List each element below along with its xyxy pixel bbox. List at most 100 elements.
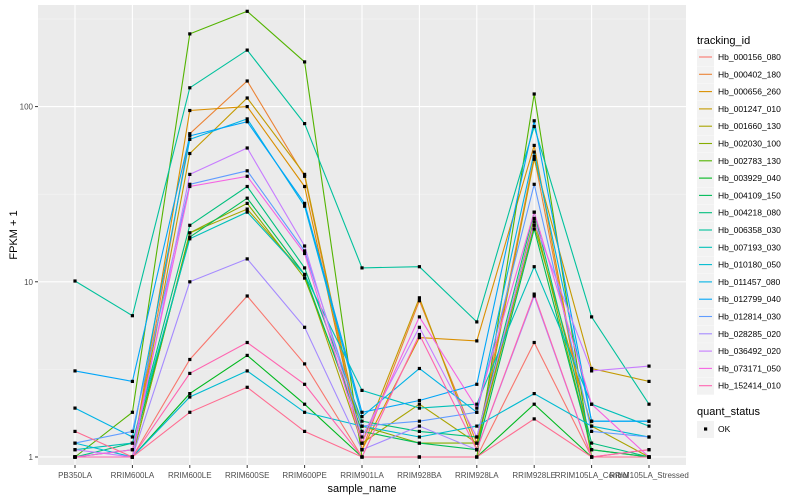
data-point (590, 455, 594, 459)
data-point (360, 419, 364, 423)
data-point (245, 9, 249, 13)
legend-label: Hb_001247_010 (718, 104, 781, 114)
data-point (303, 174, 307, 178)
data-point (245, 369, 249, 373)
data-point (303, 172, 307, 176)
data-point (532, 143, 536, 147)
data-point (590, 369, 594, 373)
data-point (532, 392, 536, 396)
data-point (417, 455, 421, 459)
data-point (590, 429, 594, 433)
legend-title: tracking_id (697, 35, 750, 47)
legend-label: Hb_000656_260 (718, 87, 781, 97)
data-point (245, 169, 249, 173)
data-point (532, 220, 536, 224)
data-point (303, 276, 307, 280)
data-point (360, 441, 364, 445)
legend-label: Hb_036492_020 (718, 346, 781, 356)
data-point (245, 207, 249, 211)
data-point (532, 210, 536, 214)
data-point (303, 429, 307, 433)
data-point (417, 419, 421, 423)
y-tick-label: 100 (20, 103, 34, 112)
x-tick-label: RRIM928LA (455, 471, 499, 480)
data-point (417, 325, 421, 329)
data-point (188, 223, 192, 227)
data-point (417, 402, 421, 406)
data-point (303, 410, 307, 414)
x-axis-title: sample_name (327, 483, 396, 495)
data-point (188, 132, 192, 136)
data-point (475, 406, 479, 410)
data-point (188, 172, 192, 176)
data-point (532, 157, 536, 161)
data-point (130, 429, 134, 433)
data-point (475, 441, 479, 445)
data-point (360, 448, 364, 452)
legend-label: Hb_152414_010 (718, 381, 781, 391)
x-tick-label: RRIM928LE (512, 471, 556, 480)
data-point (303, 249, 307, 253)
data-point (73, 448, 77, 452)
data-point (303, 362, 307, 366)
data-point (188, 395, 192, 399)
data-point (360, 435, 364, 439)
legend-label: Hb_004218_080 (718, 208, 781, 218)
data-point (590, 441, 594, 445)
legend-label: Hb_006358_030 (718, 225, 781, 235)
grid-layer (38, 5, 686, 465)
data-point (417, 296, 421, 300)
legend-items: Hb_000156_080 Hb_000402_180 Hb_000656_260 H… (697, 49, 781, 395)
data-point (417, 336, 421, 340)
data-point (188, 235, 192, 239)
legend-label: Hb_010180_050 (718, 260, 781, 270)
data-point (245, 353, 249, 357)
data-point (647, 379, 651, 383)
quant-status-legend-title: quant_status (697, 406, 760, 418)
legend-label: Hb_073171_050 (718, 363, 781, 373)
data-point (532, 119, 536, 123)
data-point (130, 435, 134, 439)
data-point (360, 424, 364, 428)
data-point (245, 96, 249, 100)
x-tick-label: RRIM600PE (282, 471, 326, 480)
data-point (245, 196, 249, 200)
data-point (475, 424, 479, 428)
data-point (647, 448, 651, 452)
data-point (590, 402, 594, 406)
data-point (360, 429, 364, 433)
data-point (532, 124, 536, 129)
x-tick-label: RRIM901LA (340, 471, 384, 480)
legend-label: Hb_002783_130 (718, 156, 781, 166)
data-point (303, 204, 307, 208)
data-point (475, 402, 479, 406)
y-tick-label: 1 (29, 453, 34, 462)
x-tick-label: RRIM105LA_Stressed (609, 471, 689, 480)
data-point (532, 92, 536, 96)
data-point (417, 315, 421, 319)
data-point (417, 398, 421, 403)
data-point (188, 151, 192, 156)
data-point (417, 429, 421, 433)
data-point (303, 184, 307, 189)
data-point (417, 406, 421, 410)
data-point (188, 134, 192, 138)
data-point (73, 279, 77, 283)
data-point (188, 357, 192, 362)
x-tick-label: PB350LA (58, 471, 92, 480)
legend-label: Hb_011457_080 (718, 277, 781, 287)
data-point (647, 364, 651, 368)
data-point (188, 184, 192, 189)
data-point (590, 424, 594, 428)
x-tick-label: RRIM600SE (225, 471, 269, 480)
data-point (303, 272, 307, 277)
data-point (417, 366, 421, 371)
data-point (130, 379, 134, 383)
data-point (532, 150, 536, 154)
legend-label: OK (718, 424, 731, 434)
data-point (245, 174, 249, 178)
data-point (188, 280, 192, 284)
legend-label: Hb_000156_080 (718, 52, 781, 62)
data-point (245, 117, 249, 121)
data-point (303, 266, 307, 270)
